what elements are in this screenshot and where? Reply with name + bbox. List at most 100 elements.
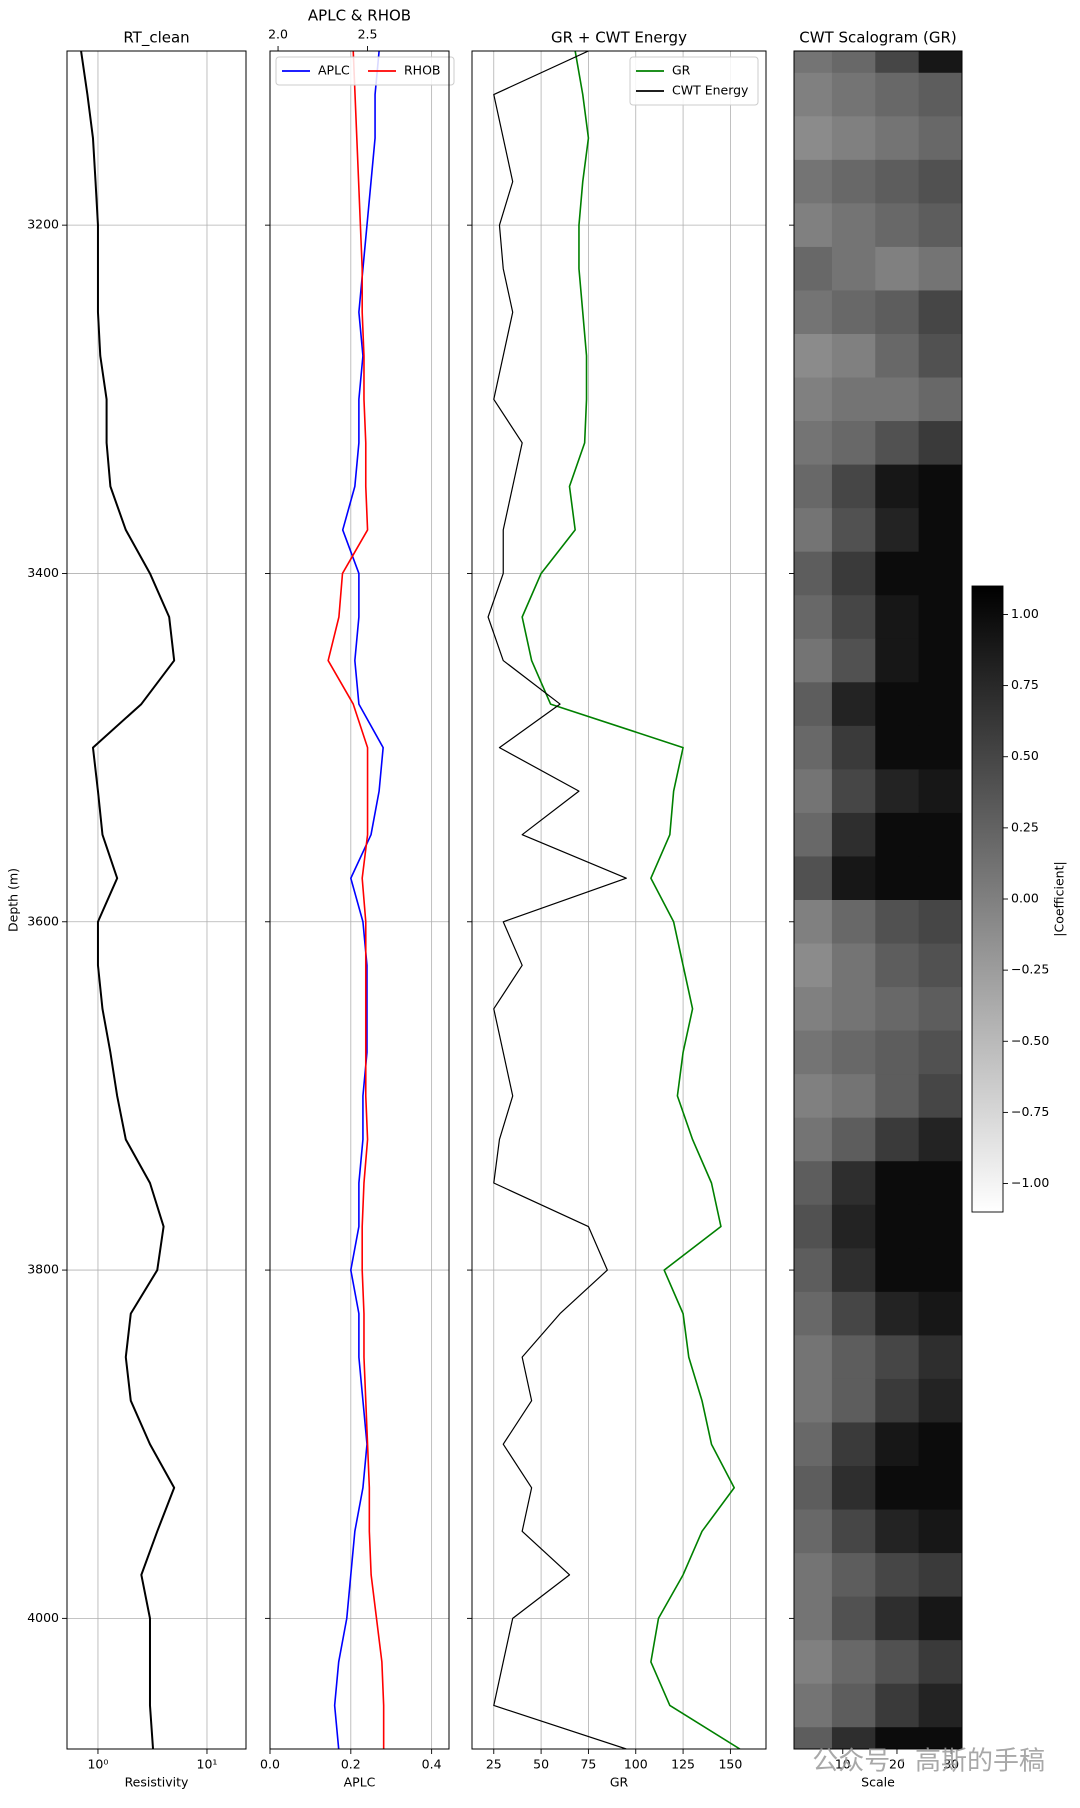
- heatmap-cell: [875, 334, 920, 379]
- heatmap-cell: [794, 464, 833, 509]
- colorbar: [971, 585, 1004, 1213]
- heatmap-cell: [918, 682, 962, 727]
- x-tick-label: 0.2: [341, 1757, 361, 1772]
- x-tick-label: 125: [671, 1757, 695, 1772]
- heatmap-cell: [918, 1161, 962, 1206]
- heatmap-cell: [831, 638, 876, 683]
- y-tick-label: 3400: [27, 565, 59, 580]
- heatmap-cell: [875, 1378, 920, 1423]
- heatmap-cell: [794, 551, 833, 596]
- heatmap-cell: [794, 987, 833, 1032]
- track-frame: [471, 50, 767, 1750]
- x-tick-label: 20: [889, 1757, 905, 1772]
- heatmap-cell: [831, 334, 876, 379]
- y-axis-label: Depth (m): [6, 868, 21, 932]
- heatmap-cell: [918, 159, 962, 204]
- heatmap-cell: [918, 856, 962, 901]
- heatmap-cell: [794, 1248, 833, 1293]
- x-axis-label: Scale: [861, 1775, 895, 1790]
- heatmap-cell: [794, 1335, 833, 1380]
- y-tick-label: 3800: [27, 1262, 59, 1277]
- colorbar-tick-label: 0.50: [1011, 748, 1039, 763]
- heatmap-cell: [794, 116, 833, 161]
- heatmap-cell: [875, 551, 920, 596]
- legend-label: GR: [672, 63, 691, 78]
- heatmap-cell: [794, 943, 833, 988]
- heatmap-cell: [794, 725, 833, 770]
- log-curve: [487, 51, 627, 1749]
- heatmap-cell: [831, 1596, 876, 1641]
- track-frame: [66, 50, 247, 1750]
- plot-area: [794, 51, 962, 1749]
- heatmap-cell: [875, 1509, 920, 1554]
- heatmap-cell: [875, 1030, 920, 1075]
- heatmap-cell: [831, 1335, 876, 1380]
- x-axis-label: APLC: [344, 1775, 376, 1790]
- heatmap-cell: [831, 987, 876, 1032]
- heatmap-cell: [875, 1683, 920, 1728]
- log-curve: [327, 51, 385, 1749]
- heatmap-cell: [918, 1117, 962, 1162]
- heatmap-cell: [918, 1204, 962, 1249]
- heatmap-cell: [794, 856, 833, 901]
- heatmap-cell: [831, 943, 876, 988]
- heatmap-cell: [918, 900, 962, 945]
- watermark: 公众号 · 高斯的手稿: [812, 1747, 1045, 1777]
- heatmap-cell: [794, 508, 833, 553]
- plot-area: [80, 51, 176, 1749]
- heatmap-cell: [918, 1030, 962, 1075]
- heatmap-cell: [794, 682, 833, 727]
- plot-area: [327, 51, 385, 1749]
- x-tick-label: 100: [624, 1757, 648, 1772]
- heatmap-cell: [831, 1553, 876, 1598]
- x-tick-label: 30: [943, 1757, 959, 1772]
- heatmap-cell: [831, 1248, 876, 1293]
- colorbar-tick-label: 0.25: [1011, 819, 1039, 834]
- heatmap-cell: [875, 1335, 920, 1380]
- heatmap-cell: [794, 1509, 833, 1554]
- heatmap-cell: [831, 51, 876, 74]
- heatmap-cell: [918, 508, 962, 553]
- heatmap-cell: [918, 551, 962, 596]
- legend-label: CWT Energy: [672, 83, 749, 98]
- heatmap-cell: [918, 595, 962, 640]
- heatmap-cell: [794, 1030, 833, 1075]
- heatmap-cell: [794, 1074, 833, 1119]
- heatmap-cell: [831, 1683, 876, 1728]
- heatmap-cell: [875, 1204, 920, 1249]
- heatmap-cell: [831, 1422, 876, 1467]
- heatmap-cell: [794, 51, 833, 74]
- heatmap-cell: [831, 1204, 876, 1249]
- heatmap-cell: [875, 682, 920, 727]
- heatmap-cell: [831, 1509, 876, 1554]
- heatmap-cell: [875, 159, 920, 204]
- heatmap-cell: [918, 246, 962, 291]
- heatmap-cell: [794, 812, 833, 857]
- heatmap-cell: [831, 377, 876, 422]
- heatmap-cell: [875, 246, 920, 291]
- heatmap-cell: [918, 1074, 962, 1119]
- heatmap-cell: [831, 1640, 876, 1685]
- colorbar-tick-label: 0.75: [1011, 677, 1039, 692]
- heatmap-cell: [794, 1727, 833, 1749]
- heatmap-cell: [794, 1640, 833, 1685]
- heatmap-cell: [831, 116, 876, 161]
- heatmap-cell: [794, 769, 833, 814]
- heatmap-cell: [918, 812, 962, 857]
- heatmap-cell: [918, 51, 962, 74]
- heatmap-cell: [794, 421, 833, 466]
- heatmap-cell: [875, 1596, 920, 1641]
- heatmap-cell: [794, 1204, 833, 1249]
- colorbar-label: |Coefficient|: [1052, 861, 1067, 936]
- plot-area: [487, 51, 741, 1749]
- heatmap-cell: [875, 1553, 920, 1598]
- heatmap-cell: [831, 1466, 876, 1511]
- heatmap-cell: [875, 769, 920, 814]
- y-tick-label: 4000: [27, 1610, 59, 1625]
- y-tick-label: 3600: [27, 913, 59, 928]
- heatmap-cell: [831, 1030, 876, 1075]
- heatmap-cell: [875, 1727, 920, 1749]
- heatmap-cell: [794, 1291, 833, 1336]
- colorbar-tick-label: 0.00: [1011, 891, 1039, 906]
- heatmap-cell: [918, 725, 962, 770]
